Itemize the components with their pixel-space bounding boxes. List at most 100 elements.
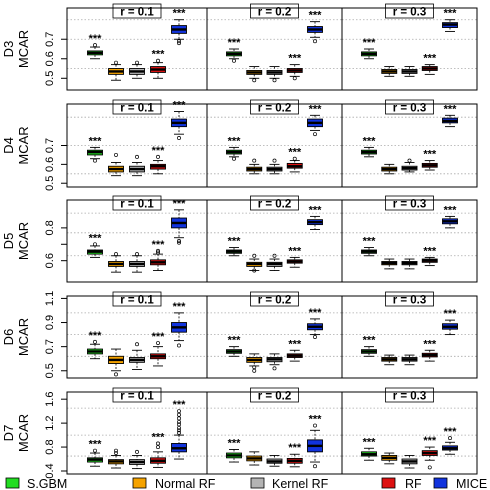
box-normal-rf: [381, 258, 398, 270]
panel-title: r = 0.2: [258, 7, 292, 19]
legend-label: RF: [405, 477, 422, 490]
box-normal-rf: [108, 60, 124, 81]
box-normal-rf: [381, 66, 398, 77]
panel-title: r = 0.2: [258, 295, 292, 307]
panel-d6-r2: r = 0.2 *** *** ***: [206, 291, 343, 379]
panel-d3-r1: r = 0.1 *** *** ***: [66, 3, 208, 91]
box-mice: ***: [307, 10, 323, 44]
significance-label: ***: [152, 239, 166, 251]
significance-label: ***: [89, 33, 103, 45]
significance-label: ***: [288, 245, 302, 257]
panel-title: r = 0.2: [258, 391, 292, 403]
outlier-point: [156, 154, 160, 159]
box-normal-rf: [246, 353, 263, 373]
significance-label: ***: [423, 149, 437, 161]
row-label-mechanism: MCAR: [16, 222, 31, 260]
legend-swatch: [5, 477, 20, 489]
y-tick-label: 0.9: [44, 315, 56, 330]
box-rf: ***: [421, 53, 438, 75]
box-s-gbm: ***: [87, 439, 103, 467]
significance-label: ***: [288, 53, 302, 65]
outlier-point: [114, 451, 118, 456]
box-kernel-rf: [401, 354, 418, 366]
panel-d3-r2: r = 0.2 *** *** ***: [206, 3, 343, 91]
outlier-point: [135, 60, 139, 65]
significance-label: ***: [309, 414, 323, 426]
outlier-point: [177, 343, 181, 348]
legend-label: MICE: [456, 477, 487, 490]
legend-label: Normal RF: [155, 477, 216, 490]
panel-title: r = 0.3: [393, 7, 427, 19]
box-s-gbm: ***: [226, 236, 242, 257]
box-kernel-rf: [401, 66, 418, 77]
panel-title: r = 0.1: [120, 391, 154, 403]
box-rf: ***: [150, 431, 166, 468]
box-kernel-rf: [129, 154, 145, 177]
box-mice: ***: [442, 204, 458, 229]
panel-d6-r1: r = 0.1 *** *** ***: [66, 291, 208, 379]
box-rf: ***: [150, 49, 166, 79]
outlier-point: [93, 448, 97, 453]
row-label-mechanism: MCAR: [16, 414, 31, 452]
box-rf: ***: [286, 442, 303, 468]
box-mice: ***: [307, 204, 323, 230]
significance-label: ***: [173, 198, 187, 210]
panel-d4-r3: r = 0.3 *** *** ***: [341, 99, 478, 188]
y-tick-label: 0.6: [44, 51, 56, 66]
box-kernel-rf: [401, 454, 418, 469]
outlier-point: [272, 158, 277, 163]
panel-border: [341, 103, 478, 188]
significance-label: ***: [152, 145, 166, 157]
panel-title: r = 0.1: [120, 7, 154, 19]
box-rf: ***: [421, 435, 438, 470]
significance-label: ***: [444, 103, 458, 115]
outlier-point: [272, 78, 277, 83]
significance-label: ***: [152, 331, 166, 343]
legend-label: S.GBM: [27, 477, 67, 490]
box-mice: ***: [171, 198, 187, 245]
box-normal-rf: [381, 452, 398, 465]
box-kernel-rf: [266, 158, 283, 175]
outlier-point: [93, 339, 97, 344]
outlier-point: [93, 242, 97, 247]
box-s-gbm: ***: [361, 135, 377, 158]
box-mice: ***: [442, 103, 458, 128]
box-kernel-rf: [129, 252, 145, 273]
significance-label: ***: [363, 436, 377, 448]
box-mice: ***: [307, 414, 323, 469]
outlier-point: [252, 78, 257, 83]
legend-item-kernel-rf: Kernel RF: [250, 477, 329, 490]
outlier-point: [135, 342, 139, 347]
y-tick-label: 1.2: [44, 415, 56, 430]
box-kernel-rf: [266, 353, 283, 371]
significance-label: ***: [309, 204, 323, 216]
box-kernel-rf: [129, 449, 145, 470]
box-normal-rf: [108, 252, 124, 273]
significance-label: ***: [228, 236, 242, 248]
box-mice: ***: [171, 399, 187, 460]
panel-d5-r1: r = 0.1 *** *** ***: [66, 195, 208, 283]
legend-item-s-gbm: S.GBM: [5, 477, 67, 490]
box-rf: ***: [150, 145, 166, 175]
panel-d6-r3: r = 0.3 *** *** ***: [341, 291, 478, 379]
y-tick-label: 1.1: [44, 291, 56, 306]
significance-label: ***: [423, 338, 437, 350]
significance-label: ***: [444, 426, 458, 438]
panel-title: r = 0.2: [258, 103, 292, 115]
legend-item-mice: MICE: [433, 477, 487, 490]
outlier-point: [232, 58, 236, 63]
outlier-point: [177, 240, 181, 245]
outlier-point: [135, 252, 139, 257]
significance-label: ***: [228, 135, 242, 147]
box-s-gbm: ***: [226, 437, 242, 463]
outlier-point: [93, 158, 97, 163]
row-label-dataset: D3: [1, 41, 16, 58]
box-normal-rf: [246, 66, 263, 83]
outlier-point: [156, 250, 160, 255]
significance-label: ***: [89, 439, 103, 451]
significance-label: ***: [228, 437, 242, 449]
significance-label: ***: [363, 135, 377, 147]
significance-label: ***: [288, 338, 302, 350]
box-s-gbm: ***: [226, 335, 242, 357]
legend-item-rf: RF: [381, 477, 422, 490]
